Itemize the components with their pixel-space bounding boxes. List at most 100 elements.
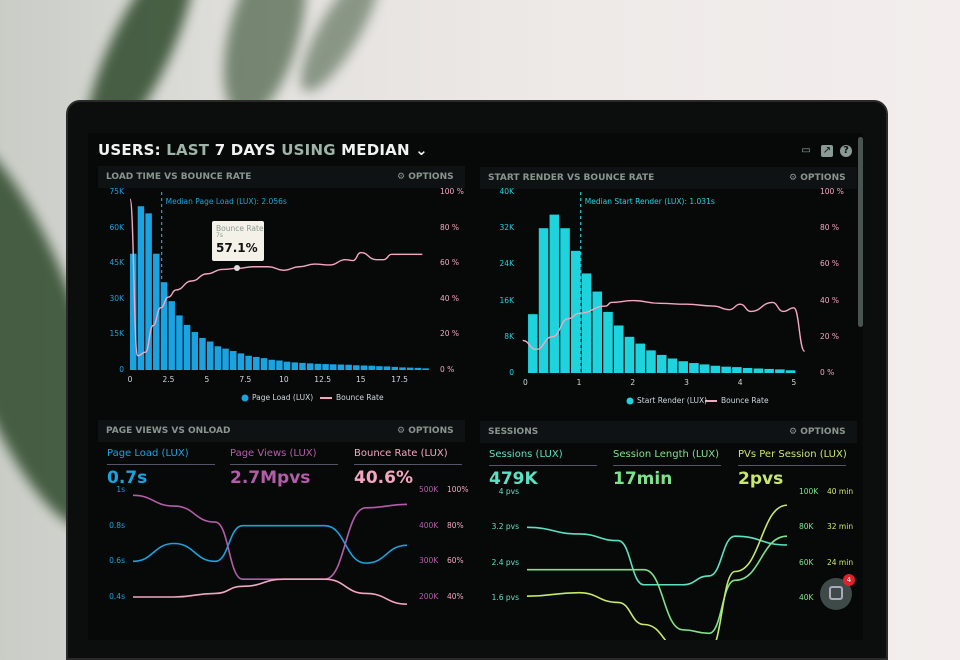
y2-tick-label: 40 % bbox=[440, 293, 460, 303]
histogram-bar bbox=[245, 356, 251, 370]
scrollbar[interactable] bbox=[858, 137, 863, 327]
charts-svg bbox=[0, 0, 960, 640]
x-tick-label: 0 bbox=[522, 378, 528, 387]
histogram-bar bbox=[353, 365, 359, 370]
y-tick-label: 1.6 pvs bbox=[491, 593, 519, 602]
share-icon[interactable]: ↗ bbox=[821, 145, 833, 157]
histogram-bar bbox=[284, 362, 290, 370]
kpi-label: Page Load (LUX) bbox=[107, 448, 189, 459]
tooltip-label: Bounce Rate bbox=[216, 224, 264, 233]
options-button[interactable]: ⚙ OPTIONS bbox=[397, 172, 454, 182]
y-tick-label: 45K bbox=[109, 258, 124, 268]
median-annotation: Median Start Render (LUX): 1.031s bbox=[584, 197, 715, 206]
chat-icon bbox=[829, 586, 843, 600]
histogram-bar bbox=[407, 368, 413, 370]
histogram-bar bbox=[721, 367, 731, 373]
histogram-bar bbox=[207, 342, 213, 370]
histogram-bar bbox=[138, 206, 144, 370]
histogram-bar bbox=[668, 359, 678, 373]
title-stat[interactable]: MEDIAN bbox=[341, 141, 410, 159]
histogram-bar bbox=[625, 337, 635, 373]
histogram-bar bbox=[230, 351, 236, 370]
series-line bbox=[133, 495, 407, 579]
dashboard-title[interactable]: USERS: LAST 7 DAYS USING MEDIAN ⌄ bbox=[98, 141, 428, 159]
histogram-bar bbox=[199, 338, 205, 370]
panel-header bbox=[98, 420, 465, 442]
y-tick-label: 40K bbox=[499, 187, 514, 196]
y-tick-label: 0 bbox=[119, 365, 124, 374]
histogram-bar bbox=[571, 251, 581, 373]
x-tick-label: 12.5 bbox=[314, 375, 331, 384]
histogram-bar bbox=[646, 350, 656, 373]
histogram-bar bbox=[361, 365, 367, 370]
histogram-bar bbox=[614, 325, 624, 373]
histogram-bar bbox=[399, 367, 405, 370]
x-tick-label: 15 bbox=[355, 375, 366, 384]
histogram-bar bbox=[368, 366, 374, 370]
histogram-bar bbox=[192, 332, 198, 370]
legend-marker-bars bbox=[242, 395, 249, 402]
histogram-bar bbox=[176, 315, 182, 370]
y2-tick-label: 20 % bbox=[440, 329, 460, 339]
histogram-bar bbox=[222, 349, 228, 370]
histogram-bar bbox=[322, 364, 328, 370]
x-tick-label: 3 bbox=[684, 378, 689, 387]
panel-header bbox=[98, 166, 465, 188]
panel-header bbox=[480, 167, 857, 189]
series-line bbox=[133, 579, 407, 604]
hover-point bbox=[234, 265, 240, 271]
histogram-bar bbox=[161, 282, 167, 370]
y2-tick-label: 80K bbox=[799, 522, 814, 532]
histogram-bar bbox=[560, 228, 570, 373]
histogram-bar bbox=[528, 314, 538, 373]
title-range[interactable]: 7 DAYS bbox=[214, 141, 276, 159]
y-tick-label: 0.4s bbox=[109, 592, 125, 601]
y3-tick-label: 32 min bbox=[827, 522, 854, 532]
chevron-down-icon[interactable]: ⌄ bbox=[415, 141, 428, 159]
y2-tick-label: 300K bbox=[419, 556, 439, 566]
x-tick-label: 10 bbox=[279, 375, 289, 384]
monitor-icon[interactable]: ▭ bbox=[801, 145, 811, 156]
kpi-value: 0.7s bbox=[107, 468, 148, 488]
series-line bbox=[527, 505, 787, 651]
histogram-bar bbox=[338, 365, 344, 370]
histogram-bar bbox=[330, 364, 336, 370]
histogram-bar bbox=[415, 368, 421, 370]
panel-title: LOAD TIME VS BOUNCE RATE bbox=[106, 172, 252, 182]
options-button[interactable]: ⚙ OPTIONS bbox=[397, 426, 454, 436]
y2-tick-label: 100 % bbox=[440, 187, 464, 196]
legend-marker-bars bbox=[627, 398, 634, 405]
kpi-divider bbox=[107, 464, 215, 465]
histogram-bar bbox=[184, 325, 190, 370]
histogram-bar bbox=[422, 368, 428, 370]
series-line bbox=[527, 527, 787, 584]
histogram-bar bbox=[603, 312, 613, 373]
histogram-bar bbox=[307, 363, 313, 370]
kpi-label: Sessions (LUX) bbox=[489, 449, 563, 460]
title-users: USERS: bbox=[98, 141, 161, 159]
chat-button[interactable]: 4 bbox=[820, 574, 855, 610]
options-button[interactable]: ⚙ OPTIONS bbox=[789, 427, 846, 437]
help-icon[interactable]: ? bbox=[840, 145, 852, 157]
y2-tick-label: 20 % bbox=[820, 331, 840, 341]
y3-tick-label: 40% bbox=[447, 592, 464, 601]
y-tick-label: 0.6s bbox=[109, 556, 125, 566]
x-tick-label: 2 bbox=[630, 378, 636, 387]
histogram-bar bbox=[678, 361, 688, 373]
histogram-bar bbox=[754, 368, 764, 373]
histogram-bar bbox=[775, 369, 785, 373]
kpi-label: Session Length (LUX) bbox=[613, 449, 720, 460]
tooltip-x: 7s bbox=[216, 232, 223, 239]
options-button[interactable]: ⚙ OPTIONS bbox=[789, 173, 846, 183]
histogram-bar bbox=[261, 358, 267, 370]
y-tick-label: 1s bbox=[116, 485, 125, 494]
tooltip-value: 57.1% bbox=[216, 241, 258, 255]
x-tick-label: 17.5 bbox=[391, 375, 408, 384]
kpi-divider bbox=[489, 465, 597, 466]
histogram-bar bbox=[593, 292, 603, 373]
y3-tick-label: 80% bbox=[447, 520, 464, 530]
y2-tick-label: 400K bbox=[419, 520, 439, 530]
y2-tick-label: 60 % bbox=[820, 259, 840, 269]
median-annotation: Median Page Load (LUX): 2.056s bbox=[165, 197, 287, 206]
kpi-divider bbox=[354, 464, 462, 465]
